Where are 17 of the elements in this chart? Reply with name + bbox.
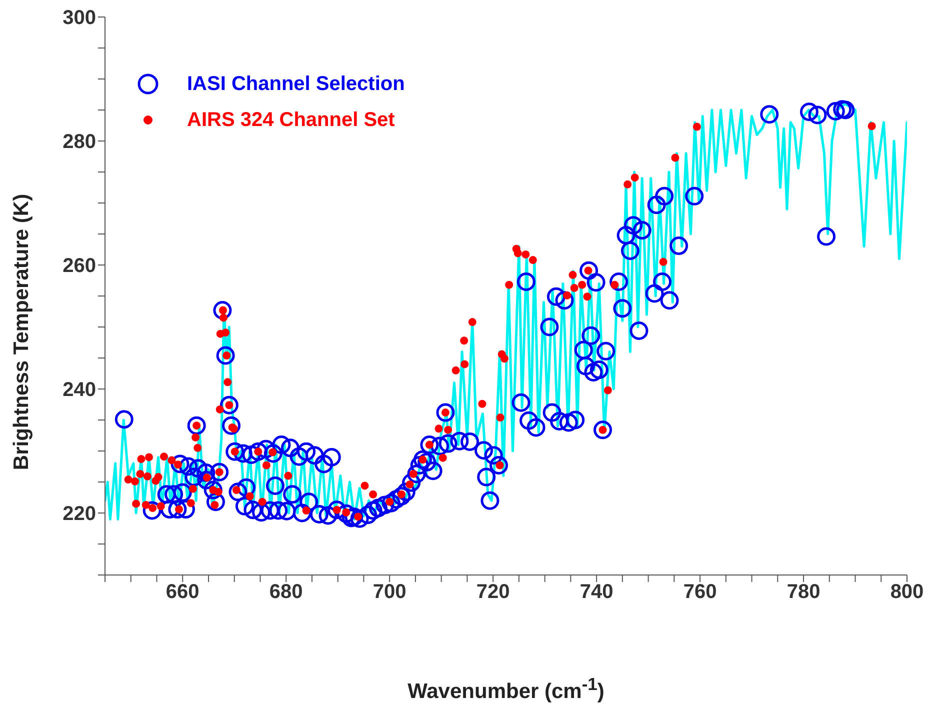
- x-tick-label: 720: [476, 581, 510, 604]
- y-tick-label: 220: [62, 503, 96, 526]
- y-axis-title: Brightness Temperature (K): [10, 194, 34, 470]
- legend-label: AIRS 324 Channel Set: [187, 108, 395, 132]
- y-tick-label: 280: [62, 131, 96, 154]
- y-tick-label: 260: [62, 255, 96, 278]
- x-axis-title: Wavenumber (cm$^{-1}$): [406, 674, 606, 704]
- x-tick-label: 680: [269, 581, 303, 604]
- x-tick-label: 740: [580, 581, 614, 604]
- y-tick-label: 300: [62, 7, 96, 30]
- x-tick-label: 780: [786, 581, 820, 604]
- x-tick-label: 760: [683, 581, 717, 604]
- legend-label: IASI Channel Selection: [187, 72, 405, 96]
- x-tick-label: 800: [890, 581, 924, 604]
- x-tick-label: 700: [372, 581, 406, 604]
- x-tick-label: 660: [166, 581, 200, 604]
- y-tick-label: 240: [62, 379, 96, 402]
